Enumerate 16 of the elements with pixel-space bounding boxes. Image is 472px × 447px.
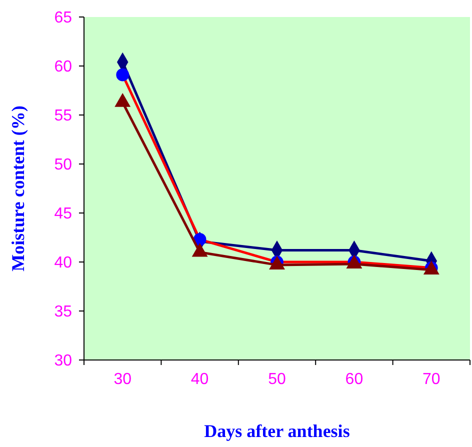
y-tick-label: 30 (54, 352, 72, 370)
y-tick-label: 45 (54, 206, 72, 223)
y-tick-label: 55 (54, 108, 72, 125)
x-tick-label: 60 (345, 371, 364, 388)
x-tick-label: 40 (190, 371, 209, 388)
y-tick-label: 40 (54, 254, 72, 272)
y-tick-label: 35 (54, 304, 72, 321)
y-tick-label: 50 (54, 156, 72, 174)
x-axis-title: Days after anthesis (204, 421, 350, 441)
point (116, 68, 130, 82)
x-tick-label: 30 (114, 371, 132, 388)
y-tick-label: 60 (54, 58, 72, 76)
y-tick-label: 65 (54, 10, 72, 27)
y-axis-title: Moisture content (%) (8, 106, 28, 272)
x-tick-label: 70 (422, 371, 440, 388)
x-tick-label: 50 (268, 371, 286, 388)
